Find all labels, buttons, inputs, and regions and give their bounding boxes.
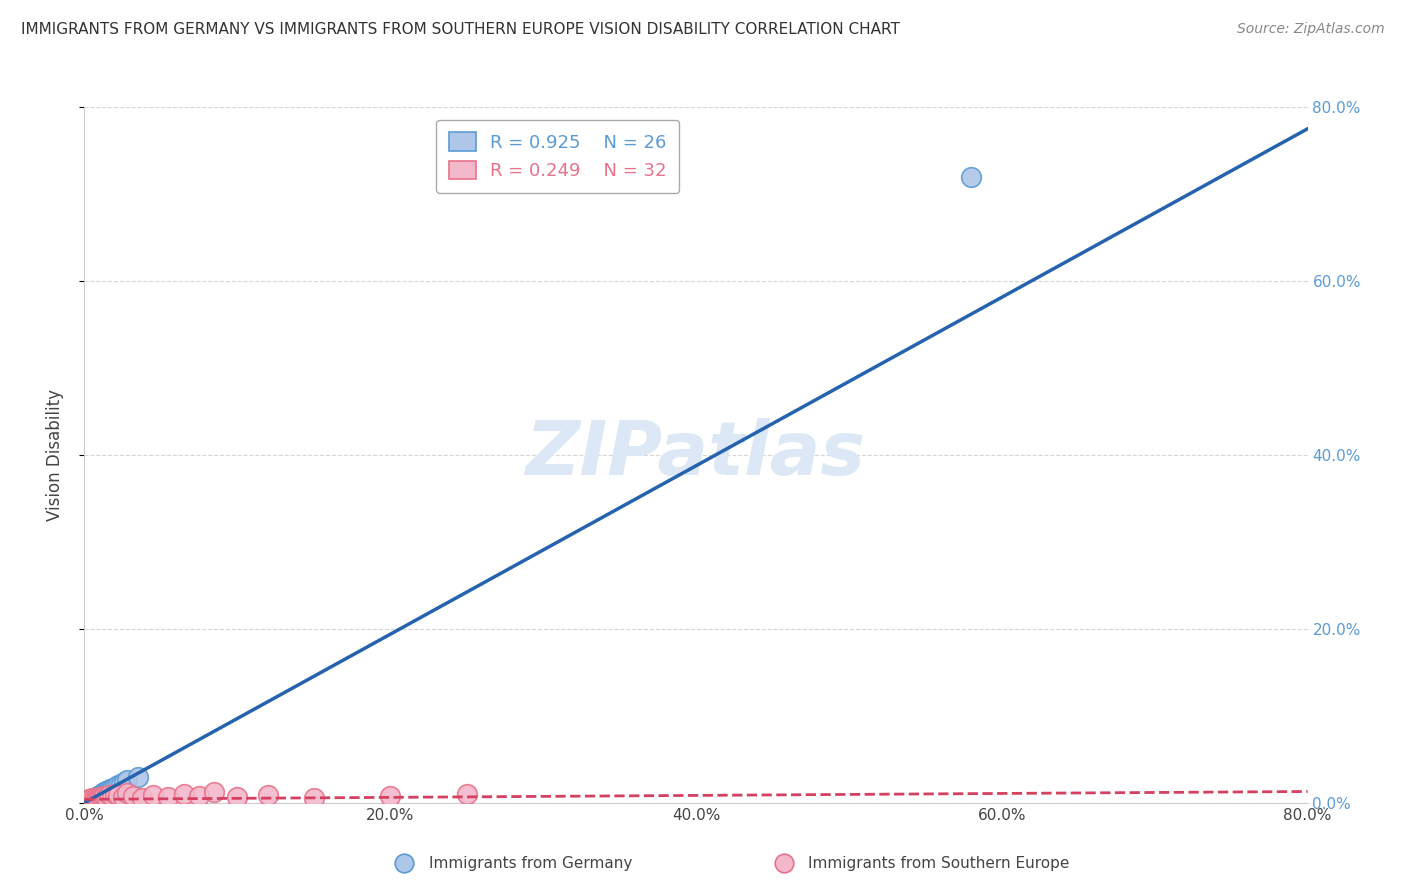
- Point: [115, 786, 138, 800]
- Point: [76, 795, 98, 809]
- Point: [107, 788, 129, 802]
- Text: Immigrants from Germany: Immigrants from Germany: [429, 856, 633, 871]
- Point: [112, 775, 135, 789]
- Text: Immigrants from Southern Europe: Immigrants from Southern Europe: [808, 856, 1070, 871]
- Point: [257, 788, 280, 802]
- Point: [79, 793, 101, 807]
- Point: [773, 856, 796, 871]
- Point: [104, 787, 127, 801]
- Point: [94, 784, 117, 798]
- Point: [77, 794, 100, 808]
- Point: [110, 777, 132, 791]
- Point: [111, 789, 134, 804]
- Point: [80, 791, 103, 805]
- Point: [91, 791, 114, 805]
- Point: [87, 789, 110, 803]
- Point: [98, 781, 121, 796]
- Point: [79, 793, 101, 807]
- Point: [97, 788, 120, 802]
- Point: [94, 789, 117, 804]
- Point: [188, 789, 211, 803]
- Point: [127, 770, 149, 784]
- Point: [101, 781, 124, 796]
- Point: [80, 792, 103, 806]
- Text: Source: ZipAtlas.com: Source: ZipAtlas.com: [1237, 22, 1385, 37]
- Point: [84, 790, 107, 805]
- Point: [302, 790, 325, 805]
- Point: [96, 790, 118, 805]
- Point: [80, 793, 103, 807]
- Point: [93, 789, 115, 803]
- Point: [76, 793, 98, 807]
- Point: [142, 788, 165, 802]
- Point: [104, 780, 127, 794]
- Point: [87, 792, 110, 806]
- Point: [394, 856, 416, 871]
- Point: [131, 790, 153, 805]
- Point: [115, 773, 138, 788]
- Text: IMMIGRANTS FROM GERMANY VS IMMIGRANTS FROM SOUTHERN EUROPE VISION DISABILITY COR: IMMIGRANTS FROM GERMANY VS IMMIGRANTS FR…: [21, 22, 900, 37]
- Point: [84, 790, 107, 805]
- Point: [89, 789, 111, 804]
- Point: [101, 789, 124, 803]
- Point: [202, 785, 225, 799]
- Point: [122, 789, 145, 803]
- Point: [456, 787, 478, 801]
- Point: [93, 785, 115, 799]
- Text: ZIPatlas: ZIPatlas: [526, 418, 866, 491]
- Y-axis label: Vision Disability: Vision Disability: [45, 389, 63, 521]
- Point: [77, 792, 100, 806]
- Point: [157, 789, 180, 804]
- Point: [960, 169, 983, 184]
- Point: [83, 791, 105, 805]
- Point: [83, 792, 105, 806]
- Point: [380, 789, 402, 803]
- Point: [173, 787, 195, 801]
- Point: [86, 789, 108, 804]
- Point: [90, 787, 112, 801]
- Point: [107, 778, 129, 792]
- Point: [89, 788, 111, 802]
- Point: [90, 790, 112, 805]
- Point: [96, 783, 118, 797]
- Point: [226, 789, 249, 804]
- Point: [84, 792, 107, 806]
- Legend: R = 0.925    N = 26, R = 0.249    N = 32: R = 0.925 N = 26, R = 0.249 N = 32: [436, 120, 679, 193]
- Point: [97, 782, 120, 797]
- Point: [86, 791, 108, 805]
- Point: [91, 786, 114, 800]
